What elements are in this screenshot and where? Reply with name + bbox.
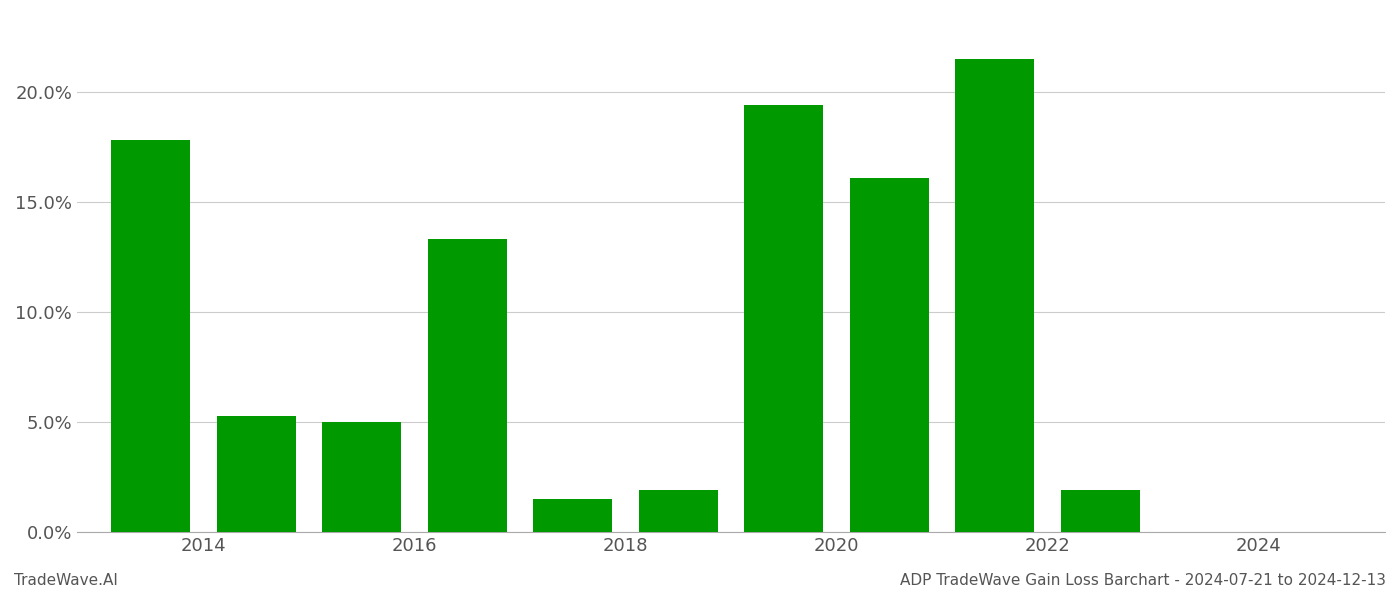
Bar	[745, 105, 823, 532]
Bar	[638, 490, 718, 532]
Bar	[850, 178, 928, 532]
Bar	[1061, 490, 1140, 532]
Text: ADP TradeWave Gain Loss Barchart - 2024-07-21 to 2024-12-13: ADP TradeWave Gain Loss Barchart - 2024-…	[900, 573, 1386, 588]
Bar	[427, 239, 507, 532]
Text: TradeWave.AI: TradeWave.AI	[14, 573, 118, 588]
Bar	[217, 416, 295, 532]
Bar	[111, 140, 190, 532]
Bar	[533, 499, 612, 532]
Bar	[322, 422, 402, 532]
Bar	[955, 59, 1035, 532]
